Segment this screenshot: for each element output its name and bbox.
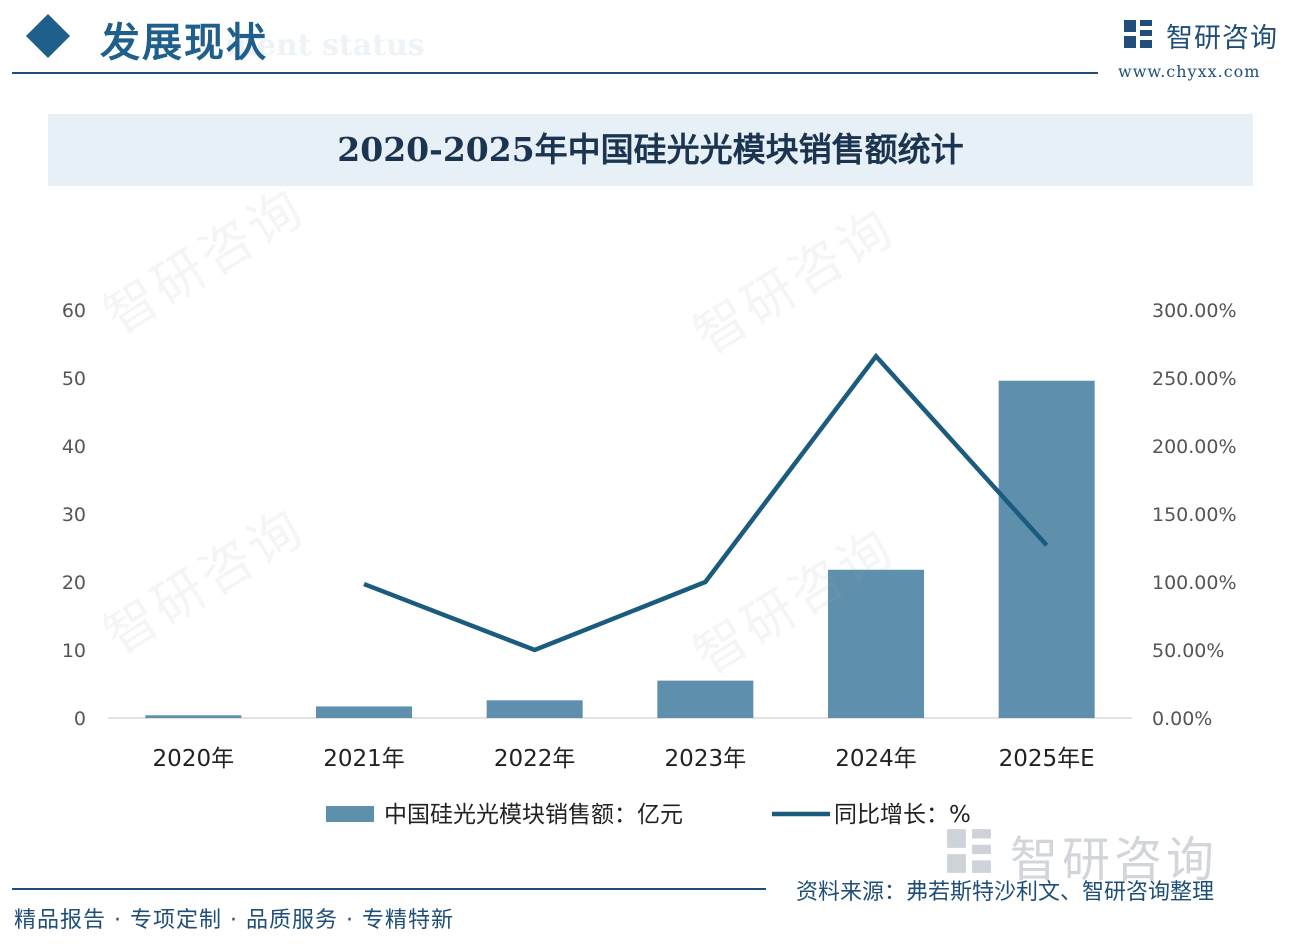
bar bbox=[828, 569, 924, 718]
x-tick-label: 2022年 bbox=[494, 746, 576, 772]
brand-url[interactable]: www.chyxx.com bbox=[1118, 62, 1261, 81]
page-title: 发展现状 bbox=[100, 20, 268, 66]
footer-slogan: 精品报告 · 专项定制 · 品质服务 · 专精特新 bbox=[14, 908, 454, 933]
x-tick-label: 2021年 bbox=[323, 746, 405, 772]
y-left-tick-label: 60 bbox=[62, 300, 86, 322]
x-tick-label: 2020年 bbox=[153, 746, 235, 772]
bar bbox=[486, 700, 583, 718]
bar bbox=[316, 706, 412, 718]
x-tick-label: 2024年 bbox=[835, 746, 917, 772]
y-right-tick-label: 150.00% bbox=[1152, 504, 1237, 526]
y-left-tick-label: 20 bbox=[62, 572, 86, 594]
legend-label-bar: 中国硅光光模块销售额：亿元 bbox=[384, 802, 683, 828]
y-left-tick-label: 50 bbox=[62, 368, 86, 390]
footer-divider bbox=[12, 888, 766, 890]
y-right-tick-label: 0.00% bbox=[1152, 708, 1212, 730]
y-left-tick-label: 10 bbox=[62, 640, 86, 662]
bar bbox=[657, 680, 754, 718]
header-divider bbox=[12, 72, 1098, 74]
y-right-tick-label: 250.00% bbox=[1152, 368, 1237, 390]
source-note: 资料来源：弗若斯特沙利文、智研咨询整理 bbox=[796, 880, 1215, 905]
brand-logo-icon bbox=[1124, 20, 1152, 48]
y-right-tick-label: 50.00% bbox=[1152, 640, 1224, 662]
header-subtitle: ment status bbox=[225, 28, 425, 63]
y-left-tick-label: 40 bbox=[62, 436, 86, 458]
y-left-tick-label: 30 bbox=[62, 504, 86, 526]
y-right-tick-label: 100.00% bbox=[1152, 572, 1237, 594]
legend-label-line: 同比增长：% bbox=[834, 802, 971, 828]
x-tick-label: 2023年 bbox=[665, 746, 747, 772]
y-right-tick-label: 200.00% bbox=[1152, 436, 1237, 458]
legend-swatch-bar bbox=[326, 806, 374, 822]
watermark-logo-icon bbox=[947, 829, 991, 873]
brand-name: 智研咨询 bbox=[1166, 23, 1278, 54]
bar bbox=[145, 715, 242, 718]
bar bbox=[998, 380, 1095, 718]
y-left-tick-label: 0 bbox=[74, 708, 86, 730]
chart-title-band bbox=[48, 114, 1253, 186]
watermark-brand: 智研咨询 bbox=[1010, 832, 1219, 888]
chart-title: 2020-2025年中国硅光光模块销售额统计 bbox=[337, 130, 964, 169]
growth-line bbox=[363, 352, 1049, 653]
y-right-tick-label: 300.00% bbox=[1152, 300, 1237, 322]
x-tick-label: 2025年E bbox=[999, 746, 1095, 772]
